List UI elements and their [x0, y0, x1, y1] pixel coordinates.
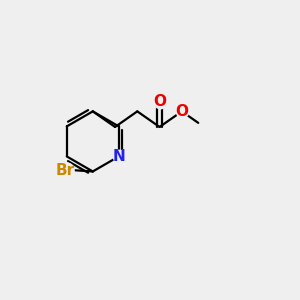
Text: N: N	[112, 149, 125, 164]
Text: O: O	[153, 94, 166, 109]
Text: O: O	[175, 104, 188, 119]
Text: Br: Br	[56, 163, 75, 178]
